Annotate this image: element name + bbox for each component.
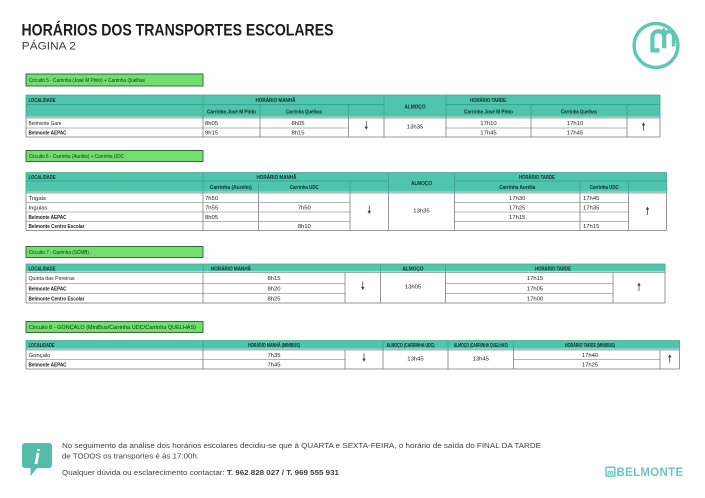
svg-text:8h05: 8h05 [205, 215, 219, 221]
svg-text:Carrinha UDC: Carrinha UDC [590, 185, 620, 191]
svg-text:Belmonte AEPAC: Belmonte AEPAC [29, 131, 68, 137]
svg-text:8h25: 8h25 [267, 296, 281, 302]
svg-text:HORÁRIO TARDE: HORÁRIO TARDE [519, 174, 555, 181]
svg-text:17h30: 17h30 [509, 196, 526, 202]
svg-text:7h35: 7h35 [267, 353, 281, 359]
svg-text:i: i [34, 447, 40, 469]
svg-text:HORÁRIO MANHÃ: HORÁRIO MANHÃ [257, 174, 298, 181]
svg-text:7h45: 7h45 [267, 362, 281, 368]
svg-text:LOCALIDADE: LOCALIDADE [29, 98, 56, 104]
svg-text:8h10: 8h10 [298, 224, 312, 230]
svg-text:Inguias: Inguias [29, 205, 48, 211]
svg-text:17h45: 17h45 [480, 131, 497, 137]
svg-text:de TODOS os transportes é às 1: de TODOS os transportes é às 17:00h. [62, 451, 199, 460]
svg-text:Belmonte AEPAC: Belmonte AEPAC [29, 287, 68, 293]
svg-text:13h05: 13h05 [405, 285, 422, 291]
svg-text:BELMONTE: BELMONTE [617, 465, 684, 479]
svg-text:13h35: 13h35 [413, 209, 430, 215]
svg-text:m: m [607, 468, 614, 477]
svg-text:ALMOÇO (CARRINHA QUELHAS): ALMOÇO (CARRINHA QUELHAS) [454, 343, 508, 349]
svg-text:Carrinha Aurélia: Carrinha Aurélia [499, 185, 536, 191]
svg-text:ALMOÇO: ALMOÇO [405, 105, 426, 111]
svg-text:8h05: 8h05 [205, 121, 219, 127]
svg-text:17h25: 17h25 [582, 362, 599, 368]
svg-text:HORÁRIO TARDE (MINIBUS): HORÁRIO TARDE (MINIBUS) [565, 342, 615, 349]
svg-text:HORÁRIO MANHÃ: HORÁRIO MANHÃ [256, 97, 297, 104]
svg-text:Belmonte Centro Escolar: Belmonte Centro Escolar [29, 296, 86, 302]
svg-text:13h35: 13h35 [407, 124, 424, 130]
svg-text:17h40: 17h40 [582, 353, 599, 359]
svg-text:HORÁRIO TARDE: HORÁRIO TARDE [535, 265, 571, 272]
svg-text:Carrinha José M Pinto: Carrinha José M Pinto [207, 109, 256, 115]
svg-text:17h35: 17h35 [583, 205, 600, 211]
svg-text:17h45: 17h45 [567, 131, 584, 137]
svg-text:9h15: 9h15 [205, 131, 219, 137]
svg-text:7h50: 7h50 [298, 205, 312, 211]
svg-text:Circuito 5 - Carrinha (José M: Circuito 5 - Carrinha (José M Pinto) + C… [29, 78, 145, 84]
svg-text:ALMOÇO: ALMOÇO [403, 266, 424, 272]
svg-text:17h15: 17h15 [583, 224, 600, 230]
svg-text:17h15: 17h15 [527, 276, 544, 282]
svg-text:17h10: 17h10 [567, 121, 584, 127]
svg-text:HORÁRIO MANHÃ (MINIBUS): HORÁRIO MANHÃ (MINIBUS) [248, 342, 300, 349]
svg-text:Gonçalo: Gonçalo [29, 353, 52, 359]
svg-text:Qualquer dúvida ou esclarecime: Qualquer dúvida ou esclarecimento contac… [62, 468, 340, 477]
svg-text:17h05: 17h05 [527, 287, 544, 293]
svg-text:8h20: 8h20 [267, 287, 281, 293]
svg-text:8h15: 8h15 [267, 276, 281, 282]
svg-text:HORÁRIO MANHÃ: HORÁRIO MANHÃ [211, 265, 252, 272]
svg-text:Quinta das Pereiras: Quinta das Pereiras [29, 276, 75, 282]
svg-text:Trigais: Trigais [29, 196, 47, 202]
svg-text:13h45: 13h45 [473, 357, 490, 363]
svg-text:Carrinha (Aurélio): Carrinha (Aurélio) [210, 185, 252, 191]
svg-text:Circuito 8 - GONÇALO (MiniBus/: Circuito 8 - GONÇALO (MiniBus/Carrinha U… [29, 325, 196, 331]
svg-text:ALMOÇO (CARRINHA UDC): ALMOÇO (CARRINHA UDC) [387, 343, 435, 349]
svg-text:No seguimento da análise dos h: No seguimento da análise dos horários es… [62, 441, 541, 450]
svg-text:8h05: 8h05 [291, 121, 305, 127]
svg-text:HORÁRIOS DOS TRANSPORTES ESCOL: HORÁRIOS DOS TRANSPORTES ESCOLARES [22, 20, 334, 39]
svg-text:8h15: 8h15 [291, 131, 305, 137]
svg-text:Carrinha Quelhas: Carrinha Quelhas [286, 109, 323, 115]
svg-text:Belmonte AEPAC: Belmonte AEPAC [29, 362, 68, 368]
svg-text:Carrinha José M Pinto: Carrinha José M Pinto [464, 109, 513, 115]
svg-text:17h45: 17h45 [583, 196, 600, 202]
svg-text:PÁGINA 2: PÁGINA 2 [22, 39, 76, 52]
svg-text:Carrinha UDC: Carrinha UDC [290, 185, 320, 191]
svg-text:Belmonte Gare: Belmonte Gare [29, 121, 63, 127]
svg-text:Belmonte AEPAC: Belmonte AEPAC [29, 215, 68, 221]
svg-text:13h45: 13h45 [407, 357, 424, 363]
svg-text:17h15: 17h15 [509, 215, 526, 221]
svg-text:Belmonte Centro Escolar: Belmonte Centro Escolar [29, 224, 86, 230]
svg-text:HORÁRIO TARDE: HORÁRIO TARDE [470, 97, 506, 104]
svg-text:Carrinha Quelhas: Carrinha Quelhas [561, 109, 598, 115]
svg-text:17h00: 17h00 [527, 296, 544, 302]
svg-text:Circuito 7 - Carrinha (SCMB): Circuito 7 - Carrinha (SCMB) [29, 250, 89, 256]
svg-text:LOCALIDADE: LOCALIDADE [29, 175, 56, 181]
svg-text:7h50: 7h50 [205, 196, 219, 202]
svg-text:17h10: 17h10 [480, 121, 497, 127]
svg-text:Circuito 6 - Carrinha (Aurélio: Circuito 6 - Carrinha (Aurélio) + Carrin… [29, 154, 124, 160]
svg-text:17h25: 17h25 [509, 205, 526, 211]
svg-text:7h55: 7h55 [205, 205, 219, 211]
svg-text:ALMOÇO: ALMOÇO [411, 181, 432, 187]
svg-text:LOCALIDADE: LOCALIDADE [29, 266, 56, 272]
svg-text:LOCALIDADE: LOCALIDADE [29, 343, 55, 349]
